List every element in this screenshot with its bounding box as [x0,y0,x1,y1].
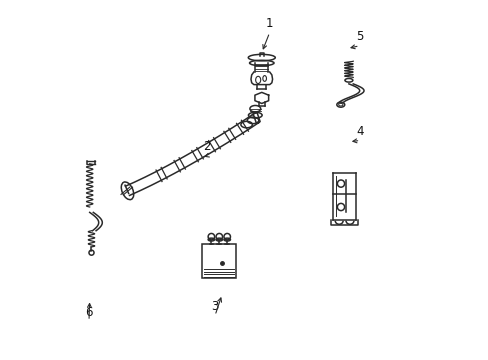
Text: 4: 4 [356,125,364,138]
Text: 3: 3 [211,300,218,313]
Text: 6: 6 [85,306,93,319]
Text: 2: 2 [203,140,210,153]
Text: 5: 5 [355,30,363,43]
Text: 1: 1 [265,17,273,30]
Bar [202,244,236,278]
